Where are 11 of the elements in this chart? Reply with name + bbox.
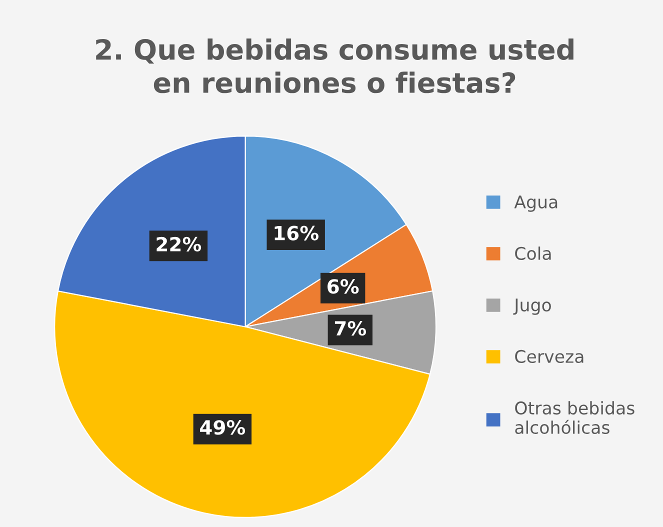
data-label: 49% bbox=[200, 420, 246, 435]
chart-title: 2. Que bebidas consume usted en reuniones o fiestas? bbox=[96, 38, 574, 94]
data-label: 22% bbox=[156, 236, 202, 252]
legend-label: Cola bbox=[515, 246, 551, 260]
data-label: 6% bbox=[328, 279, 359, 294]
data-label: 7% bbox=[334, 320, 366, 336]
legend-label: Otras bebidas alcohólicas bbox=[515, 401, 634, 434]
data-label: 16% bbox=[274, 226, 318, 240]
legend-label: Agua bbox=[514, 196, 558, 212]
legend-label: Cerveza bbox=[515, 350, 584, 364]
legend-label: Jugo bbox=[513, 298, 551, 315]
